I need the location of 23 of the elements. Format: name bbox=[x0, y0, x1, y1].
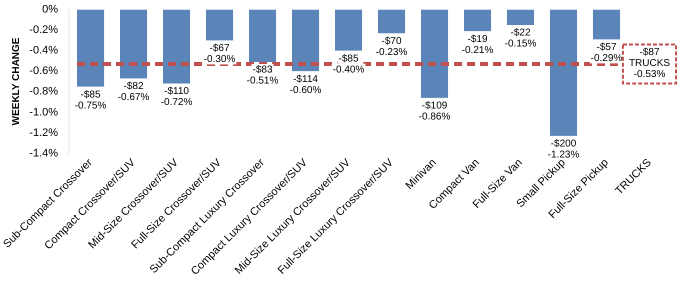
data-label: -$85 -0.75% bbox=[74, 89, 106, 112]
y-tick-label: -1.2% bbox=[29, 126, 58, 139]
data-label: -$109 -0.86% bbox=[418, 100, 450, 123]
annotation: -$87 TRUCKS -0.53% bbox=[628, 47, 670, 80]
y-tick-label: -0.2% bbox=[29, 24, 58, 36]
data-label: -$70 -0.23% bbox=[376, 36, 408, 58]
y-tick-label: -1.4% bbox=[29, 147, 58, 160]
data-label: -$83 -0.51% bbox=[246, 64, 278, 87]
y-tick-label: -0.6% bbox=[29, 65, 58, 78]
data-label: -$114 -0.60% bbox=[290, 74, 322, 96]
data-label: -$19 -0.21% bbox=[462, 34, 494, 56]
data-label: -$110 -0.72% bbox=[160, 86, 192, 108]
data-label: -$67 -0.30% bbox=[204, 43, 236, 66]
data-label: -$22 -0.15% bbox=[504, 28, 536, 50]
data-label: -$200 -1.23% bbox=[548, 138, 580, 161]
y-tick-label: -0.8% bbox=[29, 86, 58, 98]
data-label: -$82 -0.67% bbox=[118, 81, 150, 104]
y-tick-label: -1.0% bbox=[29, 106, 58, 118]
data-label: -$85 -0.40% bbox=[332, 53, 364, 76]
y-axis-title: WEEKLY CHANGE bbox=[11, 37, 22, 126]
y-tick-label: 0% bbox=[42, 4, 58, 16]
data-label: -$57 -0.29% bbox=[590, 42, 622, 64]
y-tick-label: -0.4% bbox=[29, 44, 58, 57]
